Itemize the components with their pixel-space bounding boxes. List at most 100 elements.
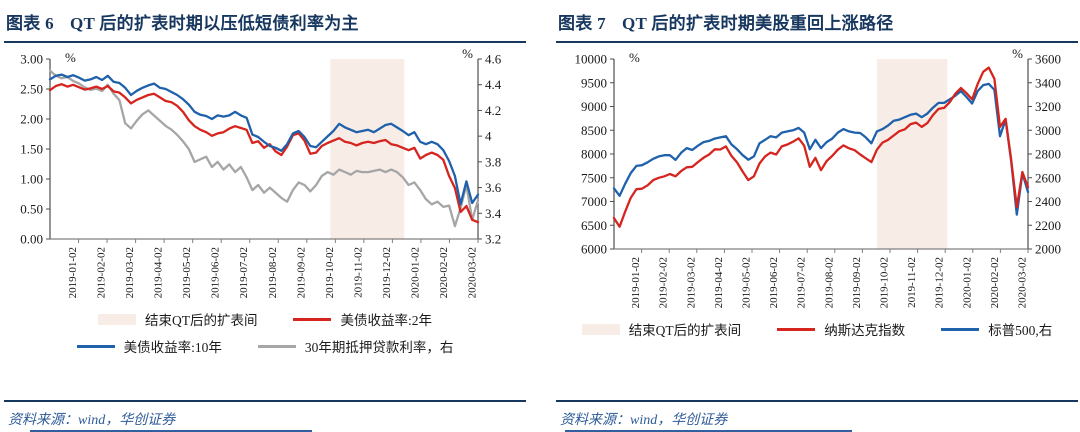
svg-text:2019-05-02: 2019-05-02	[741, 257, 753, 308]
svg-text:3200: 3200	[1035, 99, 1061, 114]
svg-text:2019-11-02: 2019-11-02	[352, 247, 364, 298]
svg-text:2019-10-02: 2019-10-02	[879, 257, 891, 308]
source-text: 资料来源：wind，华创证券	[8, 413, 176, 428]
svg-text:2019-07-02: 2019-07-02	[238, 247, 250, 298]
svg-text:%: %	[629, 50, 640, 65]
legend-line-swatch	[941, 327, 980, 331]
svg-text:3.8: 3.8	[485, 154, 501, 169]
svg-text:2800: 2800	[1035, 147, 1061, 162]
figure-7-title: 图表 7 QT 后的扩表时期美股重回上涨路径	[556, 6, 1078, 41]
legend-item: 标普500,右	[941, 319, 1052, 339]
legend-item: 30年期抵押贷款利率，右	[257, 336, 454, 356]
svg-text:8000: 8000	[581, 147, 607, 162]
svg-text:6500: 6500	[581, 218, 607, 233]
svg-text:2.00: 2.00	[20, 112, 43, 127]
figure-number: 图表 6	[6, 14, 54, 33]
svg-text:%: %	[1012, 49, 1023, 61]
svg-text:2019-09-02: 2019-09-02	[851, 257, 863, 308]
svg-text:2020-02-02: 2020-02-02	[989, 257, 1001, 308]
svg-text:1.50: 1.50	[20, 142, 43, 157]
legend-line-swatch	[293, 317, 332, 321]
svg-text:3.2: 3.2	[485, 232, 501, 247]
svg-text:0.00: 0.00	[20, 232, 43, 247]
chart-legend: 结束QT后的扩表间 纳斯达克指数 标普500,右	[556, 319, 1078, 339]
figure-6-title: 图表 6 QT 后的扩表时期以压低短债利率为主	[4, 6, 526, 41]
source-divider	[4, 400, 526, 402]
svg-text:2.50: 2.50	[20, 82, 43, 97]
svg-text:2020-02-02: 2020-02-02	[438, 247, 450, 298]
svg-text:4.6: 4.6	[485, 52, 502, 67]
svg-text:2019-05-02: 2019-05-02	[181, 247, 193, 298]
legend-label: 纳斯达克指数	[824, 323, 906, 338]
svg-text:%: %	[65, 50, 76, 65]
svg-text:7500: 7500	[581, 170, 607, 185]
svg-text:2400: 2400	[1035, 194, 1061, 209]
svg-text:9500: 9500	[581, 75, 607, 90]
svg-text:1.00: 1.00	[20, 172, 43, 187]
legend-label: 结束QT后的扩表间	[144, 313, 258, 328]
svg-text:2019-03-02: 2019-03-02	[124, 247, 136, 298]
legend-label: 30年期抵押贷款利率，右	[304, 340, 454, 355]
svg-text:2019-12-02: 2019-12-02	[934, 257, 946, 308]
legend-item: 美债收益率:2年	[293, 309, 432, 329]
legend-line-swatch	[257, 344, 296, 348]
legend-region-swatch	[581, 323, 620, 335]
svg-text:2019-09-02: 2019-09-02	[295, 247, 307, 298]
svg-text:3.4: 3.4	[485, 206, 502, 221]
svg-text:6000: 6000	[581, 242, 607, 257]
svg-text:2600: 2600	[1035, 170, 1061, 185]
svg-text:3.00: 3.00	[20, 52, 43, 67]
dual-axis-line-chart-equities: 10000 9500 9000 8500 8000 7500 7000 6500 6000 360…	[575, 49, 1062, 308]
legend-label: 标普500,右	[988, 323, 1053, 338]
legend-label: 结束QT后的扩表间	[628, 323, 742, 338]
source-divider	[556, 400, 1078, 402]
svg-text:2200: 2200	[1035, 218, 1061, 233]
svg-text:7000: 7000	[581, 194, 607, 209]
figure-6-panel: 图表 6 QT 后的扩表时期以压低短债利率为主 3.00 2.50 2.00 1.50…	[4, 6, 526, 432]
legend-row: 结束QT后的扩表间 纳斯达克指数 标普500,右	[581, 319, 1052, 339]
svg-text:3.6: 3.6	[485, 180, 502, 195]
svg-text:3400: 3400	[1035, 75, 1061, 90]
figure-7-panel: 图表 7 QT 后的扩表时期美股重回上涨路径 10000 9500 9000 8500…	[540, 0, 1080, 432]
legend-label: 美债收益率:10年	[123, 340, 222, 355]
svg-text:3600: 3600	[1035, 52, 1061, 67]
dual-axis-line-chart-rates: 3.00 2.50 2.00 1.50 1.00 0.50 0.00 4.6 4.4 4.2 4 3.…	[20, 49, 502, 298]
figure-title-text: QT 后的扩表时期美股重回上涨路径	[621, 14, 894, 33]
svg-text:8500: 8500	[581, 123, 607, 138]
svg-text:2019-06-02: 2019-06-02	[210, 247, 222, 298]
legend-item: 纳斯达克指数	[777, 319, 905, 339]
legend-row: 美债收益率:10年 30年期抵押贷款利率，右	[76, 336, 454, 356]
svg-text:2019-04-02: 2019-04-02	[713, 257, 725, 308]
svg-text:2019-08-02: 2019-08-02	[823, 257, 835, 308]
svg-text:2019-02-02: 2019-02-02	[96, 247, 108, 298]
svg-text:2019-01-02: 2019-01-02	[67, 247, 79, 298]
source-block: 资料来源：wind，华创证券	[4, 400, 526, 432]
svg-text:2019-02-02: 2019-02-02	[658, 257, 670, 308]
svg-text:2020-01-02: 2020-01-02	[409, 247, 421, 298]
svg-text:2019-04-02: 2019-04-02	[153, 247, 165, 298]
svg-text:2020-03-02: 2020-03-02	[467, 247, 479, 298]
svg-text:2019-10-02: 2019-10-02	[324, 247, 336, 298]
svg-text:2000: 2000	[1035, 242, 1061, 257]
svg-text:2019-11-02: 2019-11-02	[906, 257, 918, 308]
figure-title-text: QT 后的扩表时期以压低短债利率为主	[69, 14, 359, 33]
legend-item: 结束QT后的扩表间	[581, 319, 742, 339]
svg-text:2019-12-02: 2019-12-02	[381, 247, 393, 298]
clipped-next-section-rule-right	[565, 430, 852, 432]
svg-text:2019-03-02: 2019-03-02	[685, 257, 697, 308]
svg-text:2020-01-02: 2020-01-02	[961, 257, 973, 308]
title-underline	[556, 41, 1078, 43]
legend-line-swatch	[777, 327, 816, 331]
legend-region-swatch	[97, 313, 136, 325]
svg-text:0.50: 0.50	[20, 202, 43, 217]
svg-text:2019-08-02: 2019-08-02	[267, 247, 279, 298]
title-underline	[4, 41, 526, 43]
svg-text:2020-03-02: 2020-03-02	[1017, 257, 1029, 308]
chart-legend: 结束QT后的扩表间 美债收益率:2年美债收益率:10年 30年期抵押贷款利率，右	[4, 309, 526, 356]
svg-text:9000: 9000	[581, 99, 607, 114]
svg-text:3000: 3000	[1035, 123, 1061, 138]
legend-item: 结束QT后的扩表间	[97, 309, 258, 329]
svg-text:2019-06-02: 2019-06-02	[768, 257, 780, 308]
legend-row: 结束QT后的扩表间 美债收益率:2年	[97, 309, 432, 329]
